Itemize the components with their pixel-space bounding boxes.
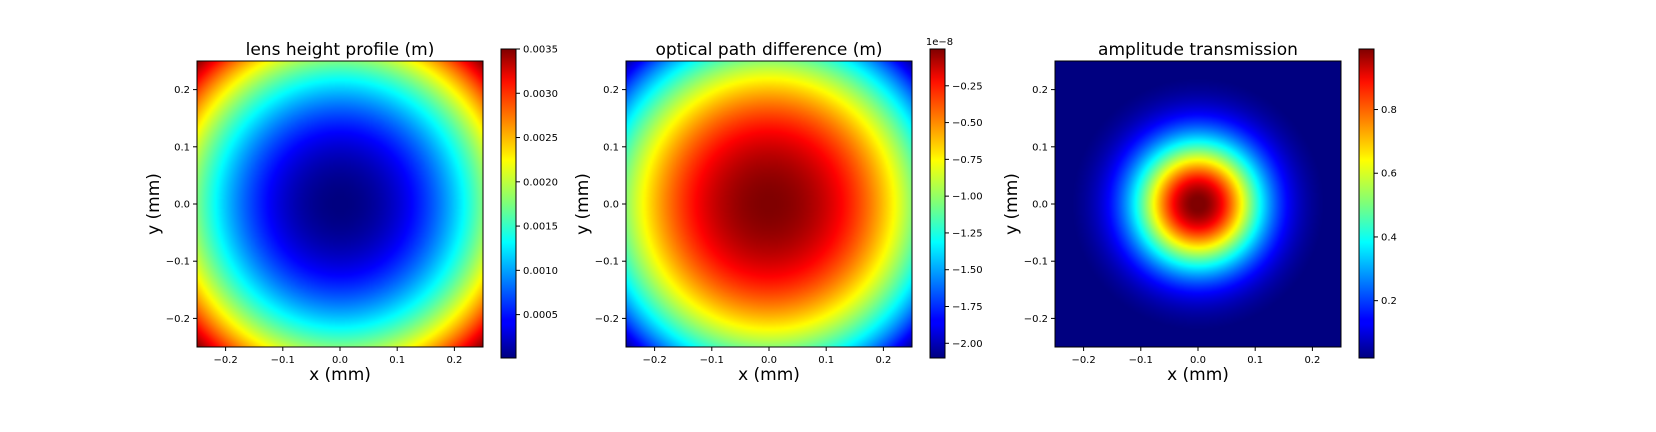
y-tick-label: 0.0	[1032, 200, 1048, 211]
x-tick-label: 0.1	[389, 355, 405, 366]
colorbar-tick-label: 0.4	[1381, 232, 1397, 243]
heatmap-image	[626, 61, 912, 347]
y-tick-label: 0.2	[603, 85, 619, 96]
colorbar-tick-label: 0.0025	[523, 133, 558, 144]
x-axis-label: x (mm)	[738, 365, 800, 385]
colorbar-tick-label: 0.6	[1381, 169, 1397, 180]
y-tick-label: 0.2	[1032, 85, 1048, 96]
colorbar-tick-label: −1.50	[952, 265, 983, 276]
colorbar-tick-label: 0.8	[1381, 105, 1397, 116]
panel-3: amplitude transmission −0.2 −0.1 0.0 0.1 0.2 −…	[1002, 40, 1397, 385]
colorbar-frame	[929, 48, 946, 359]
colorbar-offset-label: 1e−8	[926, 37, 953, 48]
colorbar-tick-label: −0.25	[952, 81, 983, 92]
colorbar-frame	[500, 48, 517, 359]
x-tick-label: −0.2	[642, 355, 666, 366]
colorbar-tick-label: 0.2	[1381, 296, 1397, 307]
y-tick-label: 0.0	[174, 200, 190, 211]
y-tick-label: 0.0	[603, 200, 619, 211]
heatmap-image	[197, 61, 483, 347]
y-tick-label: 0.1	[1032, 142, 1048, 153]
chart-title: lens height profile (m)	[246, 40, 435, 60]
colorbar-tick-label: 0.0015	[523, 222, 558, 233]
colorbar-tick-label: −1.25	[952, 228, 983, 239]
colorbar-tick-label: 0.0020	[523, 177, 558, 188]
x-axis-label: x (mm)	[309, 365, 371, 385]
colorbar-tick-label: −1.75	[952, 302, 983, 313]
panel-1: lens height profile (m) −0.2 −0.1 0.0 0.1 0.2…	[144, 40, 558, 385]
x-tick-label: 0.1	[1247, 355, 1263, 366]
colorbar-tick-label: −1.00	[952, 192, 983, 203]
x-tick-label: 0.2	[446, 355, 462, 366]
colorbar	[930, 49, 945, 358]
colorbar-frame	[1358, 48, 1375, 359]
y-tick-label: 0.2	[174, 85, 190, 96]
panel-2: optical path difference (m) −0.2 −0.1 0.0 0.…	[573, 37, 983, 385]
x-tick-label: 0.0	[332, 355, 348, 366]
x-tick-label: −0.2	[213, 355, 237, 366]
y-tick-label: −0.2	[595, 314, 619, 325]
colorbar-tick-label: 0.0005	[523, 310, 558, 321]
chart-title: optical path difference (m)	[655, 40, 882, 60]
y-axis-label: y (mm)	[1002, 173, 1022, 235]
y-tick-label: 0.1	[603, 142, 619, 153]
colorbar-tick-label: −0.75	[952, 155, 983, 166]
x-tick-label: 0.2	[1304, 355, 1320, 366]
x-tick-label: 0.0	[761, 355, 777, 366]
x-tick-label: −0.2	[1071, 355, 1095, 366]
colorbar	[1359, 49, 1374, 358]
y-tick-label: −0.2	[1024, 314, 1048, 325]
x-tick-label: 0.1	[818, 355, 834, 366]
chart-title: amplitude transmission	[1098, 40, 1298, 60]
x-tick-label: −0.1	[1129, 355, 1153, 366]
y-tick-label: −0.2	[166, 314, 190, 325]
x-tick-label: −0.1	[700, 355, 724, 366]
y-tick-label: −0.1	[595, 257, 619, 268]
colorbar-tick-label: 0.0010	[523, 266, 558, 277]
x-tick-label: 0.0	[1190, 355, 1206, 366]
colorbar-tick-label: 0.0035	[523, 45, 558, 56]
x-tick-label: −0.1	[271, 355, 295, 366]
y-tick-label: 0.1	[174, 142, 190, 153]
y-tick-label: −0.1	[1024, 257, 1048, 268]
y-axis-label: y (mm)	[573, 173, 593, 235]
heatmap-image	[1055, 61, 1341, 347]
colorbar-tick-label: 0.0030	[523, 89, 558, 100]
y-tick-label: −0.1	[166, 257, 190, 268]
y-axis-label: y (mm)	[144, 173, 164, 235]
colorbar	[501, 49, 516, 358]
colorbar-tick-label: −2.00	[952, 339, 983, 350]
x-axis-label: x (mm)	[1167, 365, 1229, 385]
colorbar-tick-label: −0.50	[952, 118, 983, 129]
x-tick-label: 0.2	[875, 355, 891, 366]
